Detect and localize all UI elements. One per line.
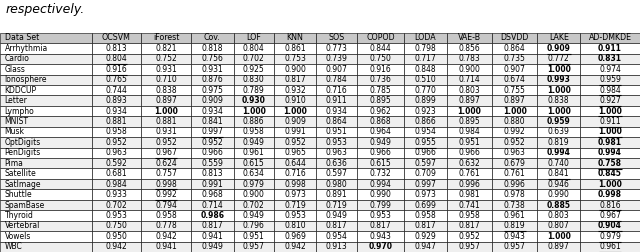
Text: respectively.: respectively. <box>5 3 84 16</box>
